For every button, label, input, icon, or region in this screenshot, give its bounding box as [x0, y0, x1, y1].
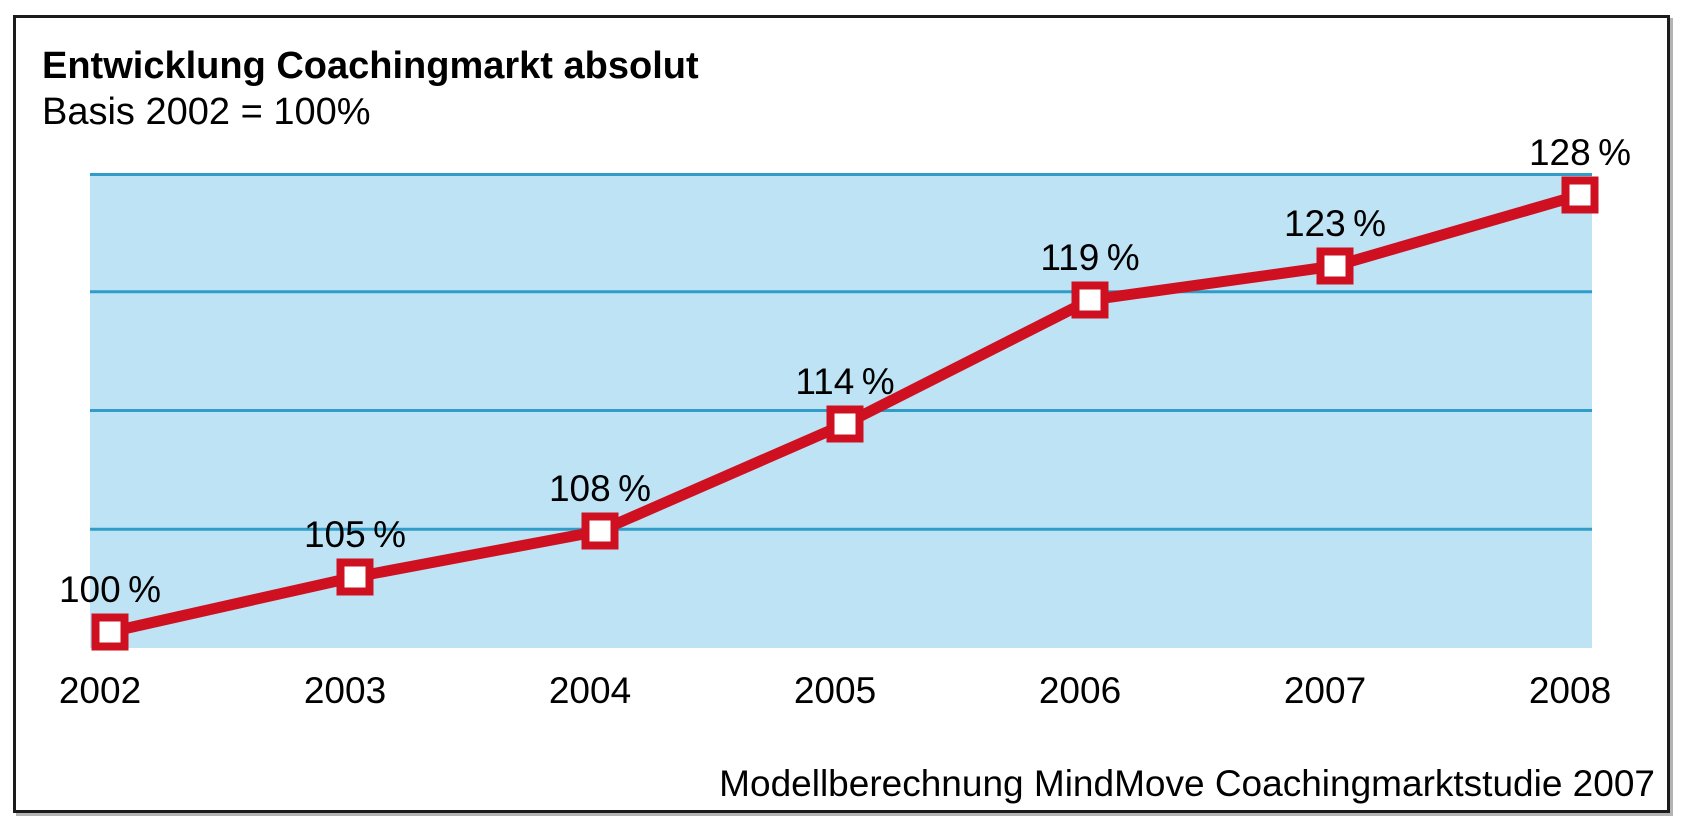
source-caption: Modellberechnung MindMove Coachingmarkts… — [719, 763, 1655, 804]
data-point-label: 108 % — [549, 468, 651, 509]
chart-subtitle: Basis 2002 = 100% — [42, 91, 371, 133]
data-point-marker-2002 — [91, 613, 129, 651]
data-point-label: 128 % — [1529, 132, 1631, 173]
data-point-marker-2004 — [581, 512, 619, 550]
data-point-marker-2005 — [826, 405, 864, 443]
chart-title: Entwicklung Coachingmarkt absolut — [42, 45, 699, 87]
data-point-marker-2007 — [1316, 247, 1354, 285]
x-axis-tick-label: 2005 — [794, 670, 876, 711]
x-axis-tick-label: 2008 — [1529, 670, 1611, 711]
data-point-label: 123 % — [1284, 203, 1386, 244]
data-point-label: 105 % — [304, 514, 406, 555]
data-point-marker-2008 — [1561, 176, 1599, 214]
data-point-label: 100 % — [59, 569, 161, 610]
x-axis-tick-label: 2007 — [1284, 670, 1366, 711]
x-axis-tick-label: 2006 — [1039, 670, 1121, 711]
x-axis-tick-label: 2003 — [304, 670, 386, 711]
data-point-label: 119 % — [1040, 237, 1139, 278]
data-point-marker-2006 — [1071, 281, 1109, 319]
data-point-label: 114 % — [795, 361, 894, 402]
x-axis-tick-label: 2002 — [59, 670, 141, 711]
data-point-marker-2003 — [336, 558, 374, 596]
x-axis-tick-label: 2004 — [549, 670, 631, 711]
chart-frame — [13, 15, 1670, 813]
